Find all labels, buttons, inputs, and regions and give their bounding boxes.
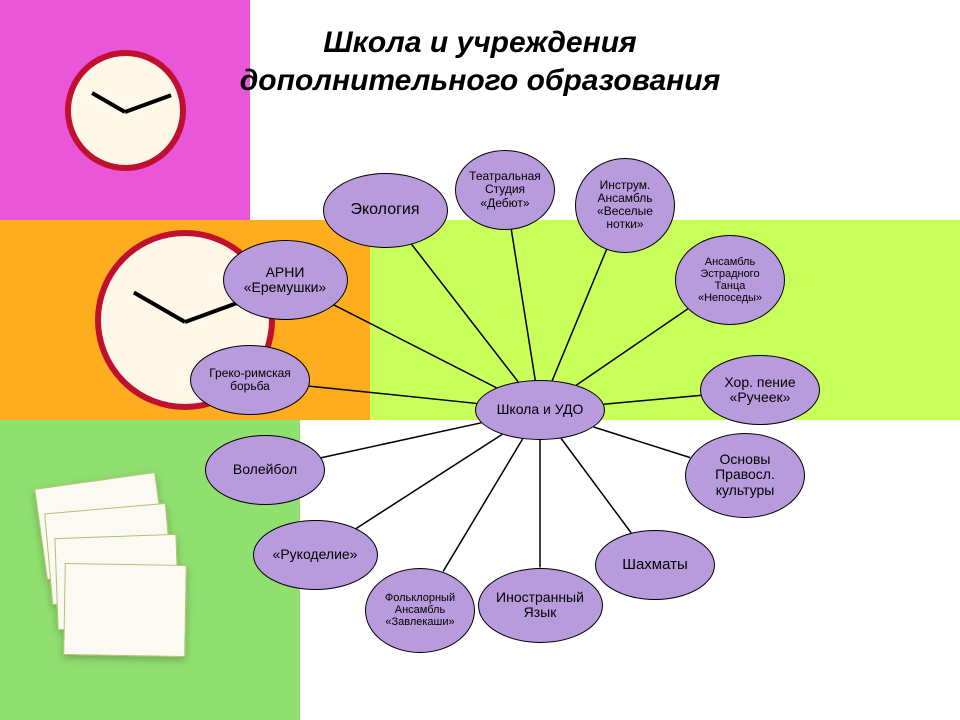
outer-node: Театральная Студия «Дебют»: [455, 150, 555, 230]
outer-node-label: АРНИ «Еремушки»: [244, 265, 326, 296]
outer-node-label: Хор. пение «Ручеек»: [724, 375, 795, 406]
outer-node-label: Основы Правосл. культуры: [715, 452, 775, 498]
spoke-line: [576, 309, 687, 385]
spoke-line: [411, 244, 518, 382]
center-node: Школа и УДО: [475, 380, 605, 440]
outer-node-label: «Рукоделие»: [273, 547, 358, 562]
outer-node: Иностранный Язык: [478, 568, 603, 643]
title-line-2: дополнительного образования: [240, 64, 720, 97]
outer-node: Греко-римская борьба: [190, 345, 310, 415]
spoke-line: [561, 438, 631, 532]
outer-node: АРНИ «Еремушки»: [223, 240, 348, 320]
spoke-line: [594, 427, 691, 458]
outer-node: Экология: [323, 173, 448, 248]
spoke-line: [356, 434, 502, 528]
outer-node-label: Греко-римская борьба: [209, 367, 291, 393]
center-node-label: Школа и УДО: [497, 402, 584, 417]
outer-node: Ансамбль Эстрадного Танца «Непоседы»: [675, 235, 785, 325]
outer-node-label: Инструм. Ансамбль «Веселые нотки»: [597, 179, 653, 232]
outer-node-label: Театральная Студия «Дебют»: [469, 170, 541, 210]
slide-title: Школа и учреждения дополнительного образ…: [0, 24, 960, 99]
title-line-1: Школа и учреждения: [323, 26, 636, 59]
spoke-line: [552, 249, 606, 380]
outer-node-label: Волейбол: [233, 462, 297, 477]
spoke-line: [511, 230, 535, 380]
outer-node: Основы Правосл. культуры: [685, 433, 805, 518]
outer-node: Шахматы: [595, 530, 715, 600]
slide-stage: Школа и учреждения дополнительного образ…: [0, 0, 960, 720]
outer-node: Инструм. Ансамбль «Веселые нотки»: [575, 158, 675, 253]
outer-node-label: Экология: [350, 201, 419, 219]
outer-node-label: Шахматы: [622, 557, 688, 574]
outer-node: «Рукоделие»: [253, 520, 378, 590]
outer-node-label: Иностранный Язык: [496, 590, 584, 621]
spoke-line: [321, 423, 481, 458]
spoke-line: [443, 439, 523, 572]
outer-node: Хор. пение «Ручеек»: [700, 355, 820, 425]
outer-node-label: Фольклорный Ансамбль «Завлекаши»: [385, 592, 455, 628]
spoke-line: [334, 305, 496, 388]
outer-node: Волейбол: [205, 435, 325, 505]
radial-diagram: Театральная Студия «Дебют» Инструм. Ансам…: [0, 0, 960, 720]
spoke-line: [309, 386, 476, 403]
outer-node-label: Ансамбль Эстрадного Танца «Непоседы»: [698, 256, 762, 304]
spoke-line: [604, 395, 701, 404]
outer-node: Фольклорный Ансамбль «Завлекаши»: [365, 568, 475, 653]
